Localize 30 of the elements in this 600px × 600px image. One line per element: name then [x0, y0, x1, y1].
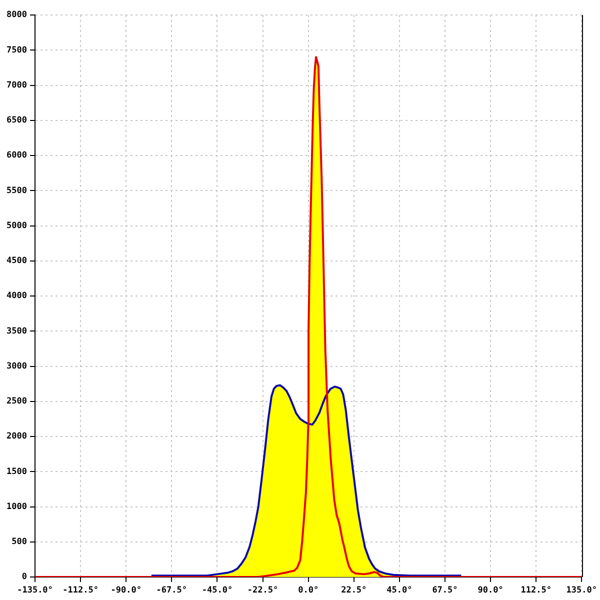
y-tick-label: 2500	[6, 396, 27, 407]
y-tick-label: 4500	[6, 256, 27, 266]
y-tick-label: 1500	[6, 466, 27, 477]
y-tick-label: 500	[12, 537, 27, 548]
x-tick-label: 45.0°	[386, 585, 412, 596]
x-tick-label: -90.0°	[110, 585, 142, 596]
y-tick-label: 8000	[6, 10, 27, 20]
y-tick-label: 0	[22, 572, 27, 582]
y-tick-label: 6000	[6, 150, 27, 161]
y-tick-label: 1000	[6, 502, 27, 512]
y-tick-label: 2000	[6, 432, 27, 442]
y-tick-label: 7500	[6, 45, 27, 56]
x-tick-label: 22.5°	[341, 585, 367, 596]
x-tick-label: -135.0°	[17, 585, 53, 596]
x-tick-label: -112.5°	[62, 585, 98, 596]
y-tick-label: 3500	[6, 326, 27, 336]
x-tick-label: 112.5°	[520, 585, 552, 596]
x-tick-label: 135.0°	[566, 585, 598, 596]
x-tick-label: -45.0°	[202, 585, 233, 596]
y-tick-label: 5000	[6, 220, 27, 231]
y-tick-label: 5500	[6, 186, 27, 196]
y-tick-label: 3000	[6, 361, 27, 372]
x-tick-label: 0.0°	[298, 585, 319, 596]
x-tick-label: 67.5°	[432, 585, 458, 596]
x-tick-label: -22.5°	[247, 585, 278, 596]
x-tick-label: -67.5°	[156, 585, 188, 596]
x-tick-label: 90.0°	[478, 585, 504, 596]
y-tick-label: 7000	[6, 80, 27, 90]
y-tick-label: 4000	[6, 291, 27, 302]
y-tick-label: 6500	[6, 116, 27, 126]
